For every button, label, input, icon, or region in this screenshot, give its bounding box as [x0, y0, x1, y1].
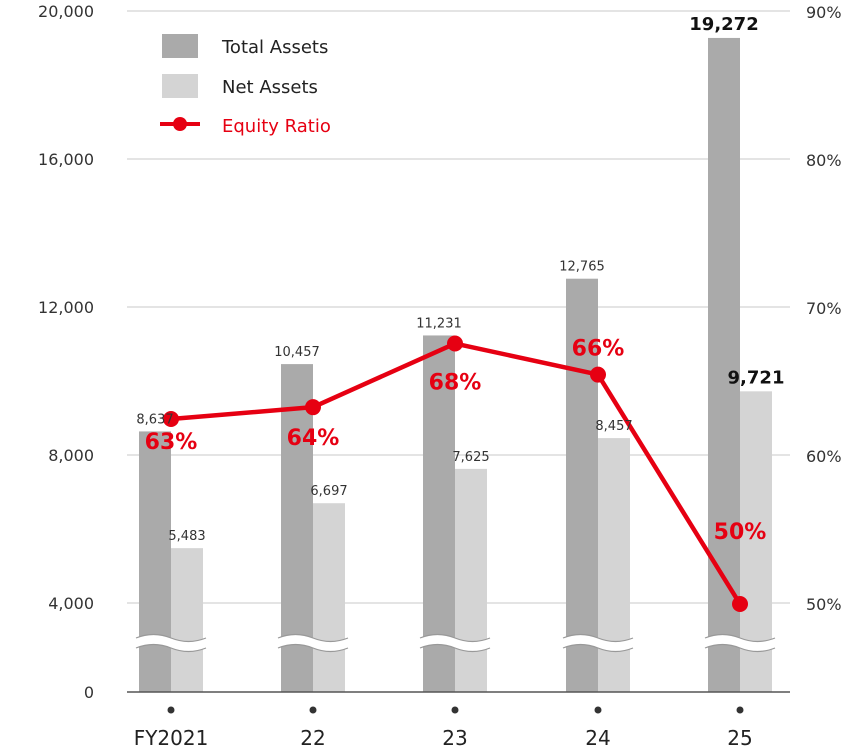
- axis-break-top-23: [419, 633, 491, 643]
- x-tick-dot-25: [736, 706, 744, 714]
- axes: 0 4,000 8,000 12,000 16,000 20,000 50% 60% 70% 80…: [38, 2, 842, 750]
- axis-break-top-24: [562, 633, 634, 643]
- x-tick-dot-23: [451, 706, 459, 714]
- y-right-tick-label-60: 60%: [806, 447, 842, 466]
- axis-break-fill-24: [563, 634, 633, 652]
- axis-break-bottom-fy2021: [135, 643, 207, 653]
- equity-ratio-point-23: [447, 335, 463, 352]
- equity-ratio-line: [163, 335, 748, 612]
- legend: Total Assets Net Assets Equity Ratio: [160, 34, 331, 137]
- x-tick-label-25: 25: [727, 726, 752, 750]
- label-total-assets-fy2021: 8,637: [136, 412, 173, 427]
- axis-break-fill-fy2021: [136, 634, 206, 652]
- label-equity-ratio-fy2021: 63%: [145, 430, 198, 455]
- bar-total-assets-fy2021: [139, 431, 171, 692]
- y-left-tick-label-12000: 12,000: [38, 298, 94, 317]
- label-net-assets-fy2021: 5,483: [168, 529, 205, 544]
- y-left-tick-label-8000: 8,000: [48, 446, 94, 465]
- y-right-tick-label-70: 70%: [806, 299, 842, 318]
- y-right-tick-label-80: 80%: [806, 151, 842, 170]
- label-net-assets-23: 7,625: [452, 450, 489, 465]
- axis-break-fill-23: [420, 634, 490, 652]
- label-net-assets-22: 6,697: [310, 484, 347, 499]
- label-total-assets-25: 19,272: [689, 14, 758, 35]
- label-equity-ratio-25: 50%: [714, 520, 767, 545]
- bar-net-assets-fy2021: [171, 548, 203, 692]
- y-right-tick-label-90: 90%: [806, 3, 842, 22]
- x-tick-dot-fy2021: [167, 706, 175, 714]
- label-equity-ratio-22: 64%: [287, 426, 340, 451]
- axis-break-bottom-25: [704, 643, 776, 653]
- axis-break-bottom-24: [562, 643, 634, 653]
- y-left-tick-label-0: 0: [84, 683, 94, 702]
- bar-total-assets-24: [566, 278, 598, 692]
- axis-break-marks: [135, 633, 776, 653]
- y-left-tick-label-4000: 4,000: [48, 594, 94, 613]
- x-tick-dot-24: [594, 706, 602, 714]
- label-net-assets-25: 9,721: [728, 367, 785, 388]
- label-total-assets-22: 10,457: [274, 345, 320, 360]
- legend-label-equity-ratio: Equity Ratio: [222, 116, 331, 137]
- grid-lines: [127, 10, 790, 604]
- x-tick-label-24: 24: [585, 726, 610, 750]
- legend-swatch-net-assets: [162, 74, 198, 98]
- x-tick-dot-22: [309, 706, 317, 714]
- bar-total-assets-25: [708, 37, 740, 693]
- label-net-assets-24: 8,457: [595, 419, 632, 434]
- y-left-tick-label-16000: 16,000: [38, 150, 94, 169]
- y-left-tick-label-20000: 20,000: [38, 2, 94, 21]
- bar-net-assets-24: [598, 438, 630, 692]
- axis-break-bottom-22: [277, 643, 349, 653]
- axis-break-fill-22: [278, 634, 348, 652]
- label-equity-ratio-24: 66%: [572, 337, 625, 362]
- x-tick-label-fy2021: FY2021: [134, 726, 209, 750]
- data-labels: 8,637 5,483 10,457 6,697 11,231 7,625 12,765 8,…: [136, 14, 784, 545]
- label-total-assets-23: 11,231: [416, 316, 462, 331]
- legend-label-net-assets: Net Assets: [222, 77, 318, 98]
- equity-ratio-point-25: [732, 596, 748, 612]
- x-tick-label-23: 23: [442, 726, 467, 750]
- y-right-tick-label-50: 50%: [806, 595, 842, 614]
- equity-ratio-point-24: [590, 366, 606, 383]
- bar-total-assets-23: [423, 335, 455, 692]
- axis-break-top-25: [704, 633, 776, 643]
- legend-swatch-total-assets: [162, 34, 198, 58]
- axis-break-top-fy2021: [135, 633, 207, 643]
- bar-net-assets-22: [313, 503, 345, 692]
- label-equity-ratio-23: 68%: [429, 371, 482, 396]
- equity-ratio-point-22: [305, 399, 321, 416]
- legend-label-total-assets: Total Assets: [221, 37, 328, 58]
- axis-break-fill-25: [705, 634, 775, 652]
- legend-marker-equity-ratio: [173, 117, 187, 131]
- bar-net-assets-23: [455, 468, 487, 692]
- equity-ratio-point-fy2021: [163, 411, 179, 427]
- label-total-assets-24: 12,765: [559, 260, 605, 275]
- axis-break-top-22: [277, 633, 349, 643]
- x-tick-label-22: 22: [300, 726, 325, 750]
- axis-break-bottom-23: [419, 643, 491, 653]
